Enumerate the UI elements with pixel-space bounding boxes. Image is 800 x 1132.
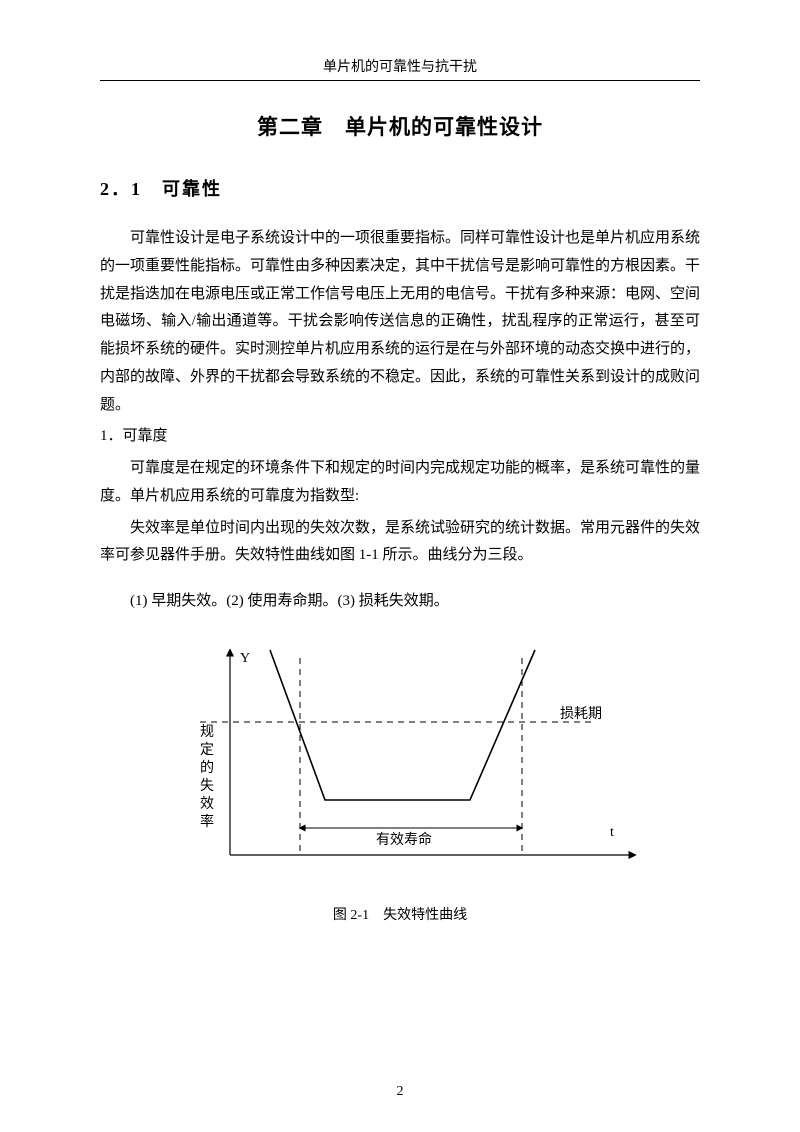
section-heading-2-1: 2．1 可靠性 bbox=[100, 175, 700, 201]
subheading-1: 1．可靠度 bbox=[100, 423, 700, 451]
svg-text:Y: Y bbox=[240, 651, 250, 666]
svg-text:t: t bbox=[610, 825, 614, 840]
svg-text:损耗期: 损耗期 bbox=[560, 706, 602, 722]
running-header: 单片机的可靠性与抗干扰 bbox=[100, 56, 700, 76]
figure-2-1: Yt 有效寿命 损耗期规定的失效率 图 2-1 失效特性曲线 bbox=[100, 640, 700, 924]
paragraph-3: 失效率是单位时间内出现的失效次数，是系统试验研究的统计数据。常用元器件的失效率可… bbox=[100, 515, 700, 571]
svg-text:规: 规 bbox=[200, 724, 214, 740]
chapter-title: 第二章 单片机的可靠性设计 bbox=[100, 111, 700, 141]
bathtub-curve-svg: Yt 有效寿命 损耗期规定的失效率 bbox=[140, 640, 660, 890]
figure-caption: 图 2-1 失效特性曲线 bbox=[333, 904, 467, 924]
svg-text:效: 效 bbox=[200, 796, 214, 812]
page-number: 2 bbox=[0, 1084, 800, 1100]
header-rule bbox=[100, 80, 700, 81]
svg-text:的: 的 bbox=[200, 760, 214, 776]
paragraph-2: 可靠度是在规定的环境条件下和规定的时间内完成规定功能的概率，是系统可靠性的量度。… bbox=[100, 455, 700, 511]
svg-text:有效寿命: 有效寿命 bbox=[376, 831, 432, 848]
paragraph-1: 可靠性设计是电子系统设计中的一项很重要指标。同样可靠性设计也是单片机应用系统的一… bbox=[100, 225, 700, 419]
svg-text:失: 失 bbox=[200, 778, 214, 794]
svg-text:率: 率 bbox=[200, 813, 214, 830]
svg-text:定: 定 bbox=[200, 742, 214, 758]
phase-list: (1) 早期失效。(2) 使用寿命期。(3) 损耗失效期。 bbox=[100, 588, 700, 616]
